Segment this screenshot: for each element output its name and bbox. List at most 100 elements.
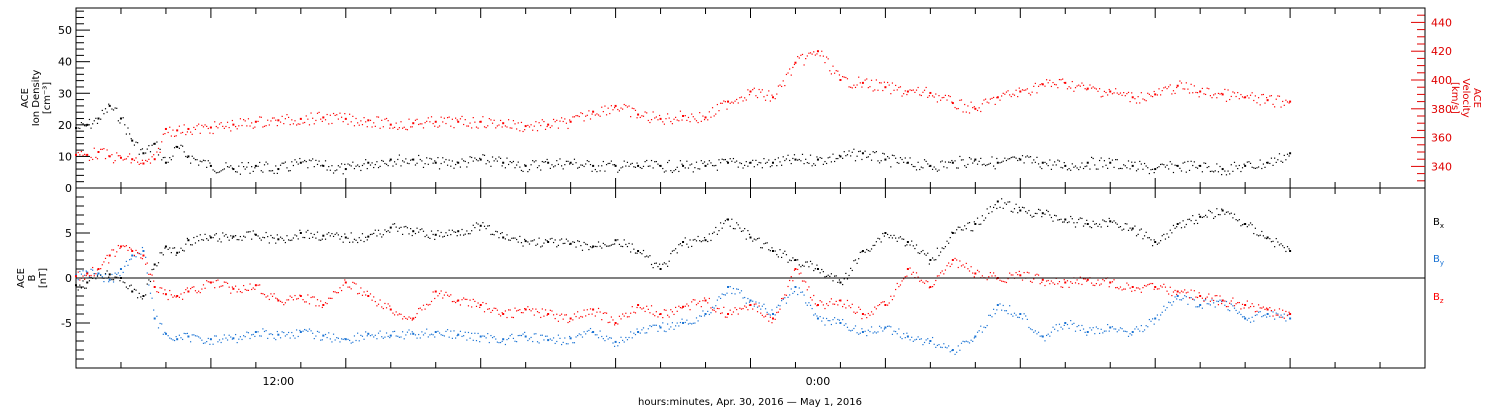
data-sample [185,332,187,335]
data-sample [1150,95,1152,97]
data-sample [1009,158,1011,160]
data-sample [666,265,669,267]
data-sample [467,233,470,235]
data-sample [1025,315,1027,317]
data-sample [432,334,434,336]
data-sample [1261,230,1263,233]
data-sample [944,269,947,271]
data-sample [122,281,124,283]
data-sample [1270,241,1273,243]
data-sample [432,162,434,164]
data-point [614,104,617,107]
data-sample [1174,296,1176,298]
data-sample [215,335,217,337]
data-sample [1185,171,1187,173]
data-sample [721,158,723,160]
data-sample [84,274,86,276]
data-sample [697,302,699,304]
data-sample [697,168,699,170]
data-sample [887,81,889,84]
data-sample [1161,90,1163,92]
density-title-line1: ACE [20,88,31,108]
data-sample [681,119,683,121]
data-sample [215,172,217,174]
data-sample [771,247,773,249]
data-point [164,293,167,296]
data-sample [1184,289,1186,291]
data-sample [217,341,219,343]
data-sample [206,125,208,128]
data-sample [703,297,706,299]
data-sample [138,252,140,255]
data-sample [251,166,253,168]
data-sample [315,159,317,162]
data-sample [1151,245,1154,247]
data-sample [472,224,474,226]
data-sample [1251,224,1253,226]
data-sample [663,171,665,173]
data-sample [495,338,497,340]
data-sample [149,162,152,164]
data-sample [82,280,84,282]
data-sample [859,308,861,311]
data-sample [1070,169,1072,171]
data-sample [718,110,720,112]
data-sample [379,127,381,129]
data-sample [1254,167,1256,170]
data-sample [424,308,426,310]
data-point [682,305,685,308]
data-sample [302,122,304,124]
data-point [524,164,527,167]
data-sample [946,265,948,267]
data-sample [1140,92,1142,94]
data-sample [80,287,83,289]
data-sample [1211,297,1213,299]
data-point [839,79,842,81]
data-sample [613,324,616,326]
data-sample [1269,238,1271,240]
data-sample [1134,98,1136,100]
data-sample [509,309,511,311]
data-sample [169,289,171,292]
data-point [906,90,909,93]
data-sample [275,165,277,167]
data-sample [708,313,710,316]
data-sample [79,270,81,273]
data-sample [1280,314,1282,316]
data-sample [384,336,386,338]
data-sample [1225,174,1228,176]
data-sample [597,114,600,116]
data-sample [100,274,102,276]
data-sample [524,129,526,131]
data-sample [684,237,686,239]
data-sample [1203,162,1205,164]
data-sample [1229,302,1231,304]
data-sample [814,268,816,270]
data-sample [927,96,929,98]
data-sample [149,151,152,153]
data-point [434,120,437,123]
data-sample [919,280,921,282]
data-sample [719,222,722,224]
data-sample [1283,317,1285,319]
data-sample [1084,88,1086,90]
data-sample [756,96,759,99]
data-sample [1082,278,1085,280]
data-sample [77,127,79,129]
data-sample [556,313,558,315]
data-sample [190,162,192,164]
data-sample [173,135,176,137]
data-sample [1237,220,1239,222]
data-sample [658,114,661,117]
data-sample [774,98,776,100]
data-sample [941,247,943,249]
data-sample [1100,226,1102,228]
data-sample [246,231,248,233]
data-sample [896,89,898,91]
data-point [164,161,167,164]
data-sample [718,230,720,232]
data-sample [612,109,614,111]
data-sample [287,116,290,119]
data-sample [416,337,418,339]
data-point [232,168,235,171]
